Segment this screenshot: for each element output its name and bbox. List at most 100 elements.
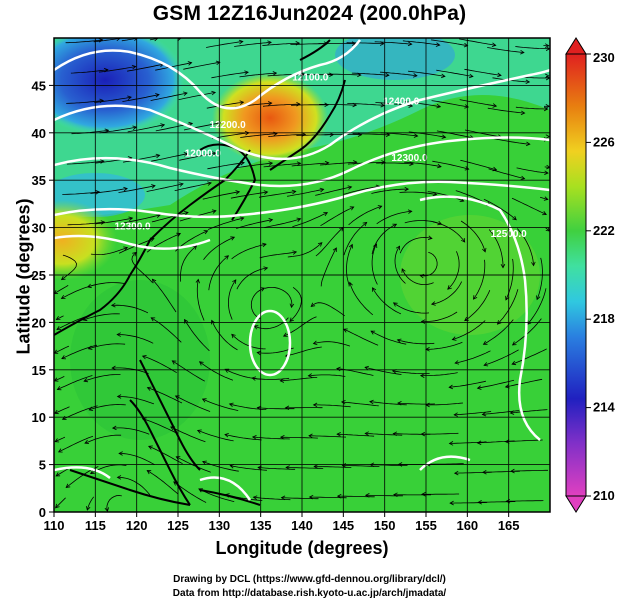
streamline — [308, 374, 346, 377]
streamline — [291, 162, 329, 167]
streamline-arrow — [464, 166, 470, 171]
streamline — [447, 251, 460, 290]
streamline-arrow — [171, 360, 177, 365]
streamline — [211, 71, 249, 79]
streamline — [527, 288, 547, 325]
streamline — [365, 366, 402, 375]
streamline-arrow — [476, 385, 482, 390]
streamline-arrow — [520, 110, 526, 116]
y-tick-label: 25 — [32, 268, 46, 283]
streamline-arrow — [256, 405, 262, 411]
streamline-arrow — [509, 410, 515, 415]
streamline-arrow — [453, 412, 458, 417]
streamline-arrow — [84, 439, 90, 444]
streamline — [505, 378, 543, 388]
streamline-arrow — [520, 49, 525, 55]
streamline — [146, 183, 184, 192]
y-tick-label: 35 — [32, 173, 46, 188]
streamline-arrow — [239, 216, 245, 221]
credit-drawing: Drawing by DCL (https://www.gfd-dennou.o… — [173, 574, 446, 585]
streamline-arrow — [313, 464, 318, 469]
streamline — [257, 407, 295, 410]
streamline — [515, 46, 550, 50]
streamline — [341, 401, 379, 407]
streamline-arrow — [481, 411, 487, 417]
streamline — [54, 345, 70, 354]
streamline-arrow — [132, 251, 137, 257]
streamline-arrow — [407, 209, 413, 214]
streamline — [202, 398, 239, 411]
streamline — [343, 328, 379, 346]
streamline — [427, 191, 464, 202]
streamline — [315, 227, 344, 257]
streamline — [539, 196, 548, 200]
streamline — [83, 374, 121, 382]
colorbar-tick-label: 222 — [593, 223, 615, 238]
streamline-arrow — [279, 435, 285, 440]
streamline — [346, 244, 353, 286]
streamline-arrow — [542, 211, 547, 216]
streamline-arrow — [211, 90, 217, 96]
streamline-arrow — [54, 438, 60, 443]
streamline — [379, 71, 417, 77]
streamline — [62, 191, 100, 195]
streamline — [67, 221, 105, 226]
colorbar-top-arrow — [565, 37, 587, 55]
streamline-arrow — [244, 70, 249, 75]
streamline — [54, 376, 65, 382]
streamline — [227, 279, 237, 320]
streamline-arrow — [348, 243, 353, 249]
streamline-arrow — [89, 469, 95, 475]
streamline — [287, 188, 324, 197]
x-tick-label: 130 — [208, 518, 230, 533]
streamline — [212, 132, 249, 139]
streamline — [86, 496, 95, 511]
streamline — [90, 247, 128, 255]
contour-label: 12000.0 — [185, 149, 222, 160]
streamline-arrow — [482, 469, 487, 475]
streamline-arrow — [296, 217, 302, 222]
streamline — [374, 41, 412, 45]
cool-patch-north — [335, 38, 455, 80]
streamline-arrow — [362, 221, 368, 227]
streamline — [196, 279, 205, 321]
streamline-arrow — [468, 73, 474, 79]
streamline-arrow — [128, 216, 134, 222]
streamline — [464, 68, 502, 76]
streamline-arrow — [307, 373, 313, 378]
streamline — [313, 341, 351, 347]
streamline — [393, 302, 430, 314]
streamline — [454, 411, 492, 416]
streamline-arrow — [56, 386, 62, 391]
streamline-arrow — [312, 340, 318, 346]
streamline — [516, 167, 549, 174]
streamline — [93, 38, 121, 43]
streamline-arrow — [155, 153, 161, 159]
credit-data: Data from http://database.rish.kyoto-u.a… — [172, 588, 447, 599]
streamline-arrow — [364, 431, 369, 436]
streamline — [224, 434, 262, 441]
streamline-arrow — [88, 406, 94, 411]
streamline — [175, 395, 211, 412]
contour-label: 12400.0 — [383, 96, 420, 107]
streamline-arrow — [393, 492, 398, 498]
streamline — [399, 191, 437, 195]
streamline-arrow — [317, 242, 323, 247]
streamline — [240, 133, 278, 138]
streamline — [343, 186, 380, 195]
streamline-arrow — [464, 104, 470, 109]
streamline-arrow — [531, 261, 536, 267]
streamline — [55, 497, 66, 509]
streamline-arrow — [436, 103, 442, 109]
x-tick-label: 115 — [85, 518, 106, 533]
streamline — [90, 188, 128, 194]
y-tick-label: 10 — [32, 410, 46, 425]
streamline — [66, 100, 104, 104]
streamline — [313, 404, 351, 408]
streamline — [430, 39, 468, 47]
streamline — [516, 228, 534, 266]
streamline — [511, 348, 547, 365]
streamline-arrow — [392, 302, 398, 307]
streamline — [473, 259, 486, 300]
